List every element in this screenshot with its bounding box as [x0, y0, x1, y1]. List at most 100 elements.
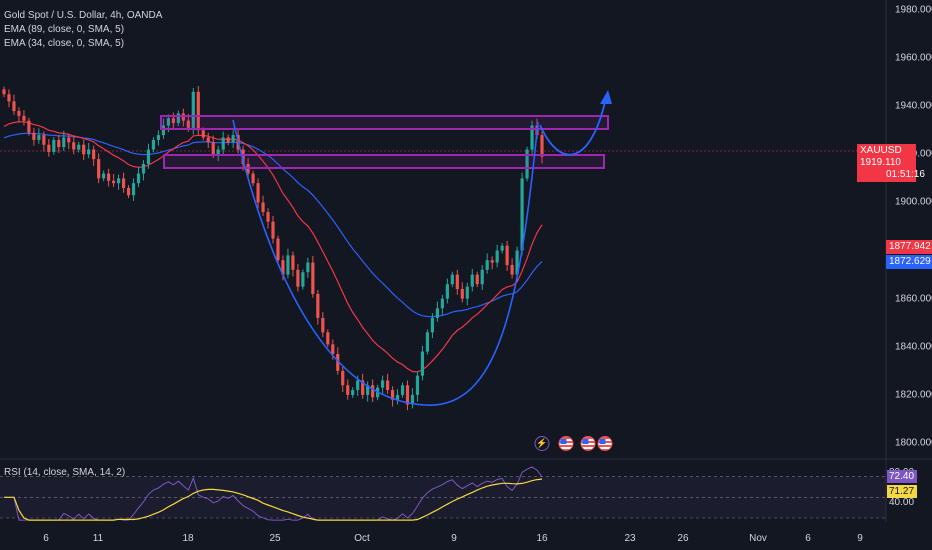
candle-body — [316, 293, 320, 318]
candle-body — [221, 137, 225, 150]
candle-body — [216, 149, 220, 155]
symbol-price-tag: XAUUSD 1919.110 01:51:16 — [857, 144, 925, 182]
ema-34-value-tag: 1877.942 — [886, 240, 932, 254]
cup-curve — [232, 119, 539, 406]
candle-body — [420, 351, 425, 376]
candle-body — [47, 144, 51, 152]
candle-body — [261, 202, 265, 213]
candle-body — [161, 125, 166, 136]
ema-89-line — [3, 132, 543, 318]
candle-body — [22, 115, 26, 121]
rsi-legend[interactable]: RSI (14, close, SMA, 14, 2) — [4, 467, 126, 478]
candle-body — [2, 89, 6, 95]
price-axis-label: 1980.000 — [895, 4, 932, 16]
candle-body — [166, 118, 170, 126]
time-axis-label: Oct — [354, 533, 370, 544]
candle-body — [505, 245, 509, 265]
candle-body — [380, 380, 385, 388]
price-axis-label: 1900.000 — [895, 196, 932, 208]
candle-body — [296, 269, 300, 287]
candle-body — [171, 118, 175, 124]
candle-body — [72, 142, 76, 150]
candles — [2, 86, 544, 411]
time-axis-label: 11 — [92, 533, 104, 544]
candle-body — [395, 394, 400, 400]
lightning-icon[interactable]: ⚡ — [534, 436, 550, 451]
candle-body — [460, 289, 464, 299]
candle-body — [351, 390, 355, 395]
time-axis-label: 25 — [269, 533, 281, 544]
price-axis-label: 1840.000 — [895, 341, 932, 353]
rsi-band — [0, 476, 886, 518]
candle-body — [206, 137, 210, 143]
candle-body — [465, 286, 469, 299]
candle-body — [191, 91, 195, 128]
us-flag-icon[interactable] — [558, 436, 574, 451]
flag-canton — [599, 439, 606, 444]
candle-body — [410, 394, 415, 405]
candle-body — [141, 163, 146, 174]
rsi-ma-line — [4, 478, 543, 521]
candle-body — [62, 137, 66, 148]
ema-34-legend[interactable]: EMA (34, close, 0, SMA, 5) — [4, 38, 125, 49]
time-axis-label: 16 — [536, 533, 548, 544]
price-axis-label: 1860.000 — [895, 293, 932, 305]
candle-body — [37, 135, 41, 140]
candle-body — [530, 125, 534, 150]
candle-body — [366, 385, 370, 395]
candle-body — [27, 120, 31, 133]
candle-body — [525, 149, 529, 179]
candle-body — [17, 111, 21, 116]
candle-body — [361, 380, 365, 395]
candle-body — [276, 238, 280, 261]
resistance-zone — [160, 115, 609, 130]
symbol-title[interactable]: Gold Spot / U.S. Dollar, 4h, OANDA — [4, 10, 163, 21]
candle-body — [196, 91, 200, 131]
candle-body — [445, 284, 449, 299]
candle-body — [121, 178, 126, 189]
candle-body — [326, 332, 330, 345]
price-axis-label: 1820.000 — [895, 389, 932, 401]
flag-canton — [582, 439, 589, 444]
arrow-head-icon — [600, 90, 612, 104]
symbol-tag: XAUUSD — [860, 145, 902, 156]
candle-body — [136, 173, 141, 184]
candle-body — [286, 255, 290, 275]
us-flag-icon[interactable] — [597, 436, 613, 451]
flag-canton — [560, 439, 567, 444]
bar-countdown: 01:51:16 — [886, 169, 925, 180]
candle-body — [256, 183, 260, 203]
candle-body — [176, 113, 180, 124]
time-axis-label: 26 — [677, 533, 689, 544]
candle-body — [440, 298, 444, 309]
price-axis-label: 1940.000 — [895, 100, 932, 112]
candle-body — [485, 260, 489, 270]
candle-body — [291, 255, 295, 270]
candle-body — [400, 385, 405, 395]
candle-body — [281, 260, 285, 275]
candle-body — [12, 101, 16, 112]
candle-body — [87, 149, 91, 155]
candle-body — [7, 94, 11, 102]
us-flag-icon[interactable] — [580, 436, 596, 451]
candle-body — [390, 390, 395, 400]
candle-body — [82, 144, 86, 155]
candle-body — [97, 159, 101, 179]
time-axis-label: 9 — [451, 533, 457, 544]
rsi-scale-low: 40.00 — [889, 497, 915, 508]
last-price: 1919.110 — [860, 157, 901, 168]
time-axis-label: Nov — [749, 533, 767, 544]
rsi-line — [4, 466, 543, 521]
candle-body — [116, 178, 121, 184]
candle-body — [425, 332, 430, 352]
candle-body — [475, 274, 479, 285]
candle-body — [470, 274, 474, 287]
candle-body — [271, 221, 275, 239]
candle-body — [520, 178, 524, 251]
candle-body — [510, 264, 514, 275]
ema-89-legend[interactable]: EMA (89, close, 0, SMA, 5) — [4, 24, 125, 35]
time-axis-label: 6 — [43, 533, 49, 544]
candle-body — [336, 353, 340, 371]
ema-89-value-tag: 1872.629 — [886, 255, 932, 269]
